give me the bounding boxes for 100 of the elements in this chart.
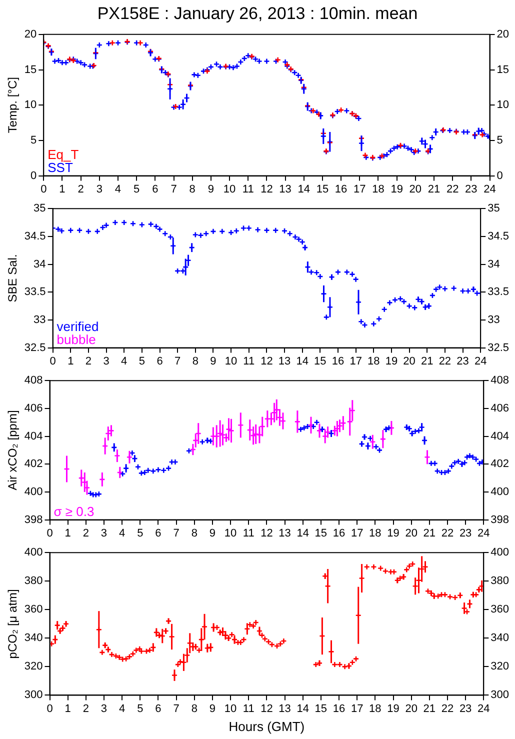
x-tick-label: 7 — [173, 527, 180, 540]
x-tick-label: 1 — [68, 355, 74, 368]
x-tick-label: 20 — [409, 183, 422, 196]
y-tick-label: 400 — [24, 486, 43, 498]
y2-tick-label: 398 — [490, 514, 510, 526]
x-tick-label: 2 — [82, 527, 89, 540]
x-tick-label: 5 — [134, 183, 140, 196]
x-tick-label: 19 — [387, 702, 400, 715]
x-tick-label: 17 — [350, 355, 362, 368]
x-tick-label: 12 — [260, 527, 273, 540]
y-tick-label: 360 — [24, 604, 43, 616]
x-tick-label: 14 — [298, 183, 310, 196]
x-tick-label: 14 — [296, 702, 309, 715]
x-tick-label: 7 — [173, 702, 180, 715]
x-tick-label: 8 — [191, 702, 198, 715]
y2-tick-label: 20 — [496, 28, 510, 40]
x-tick-label: 11 — [243, 355, 255, 368]
y2-tick-label: 406 — [490, 402, 510, 414]
y2-tick-label: 35 — [488, 202, 500, 215]
x-tick-label: 11 — [242, 527, 254, 540]
y-axis-title: pCO₂ [μ atm] — [6, 589, 20, 659]
x-tick-label: 20 — [405, 702, 418, 715]
x-tick-label: 21 — [420, 355, 434, 368]
y2-tick-label: 34.5 — [488, 230, 510, 242]
x-tick-label: 5 — [137, 527, 144, 540]
x-tick-label: 12 — [260, 702, 273, 715]
x-tick-label: 24 — [478, 702, 490, 715]
y-tick-label: 34 — [34, 258, 46, 270]
x-tick-label: 7 — [174, 355, 181, 368]
x-tick-label: 10 — [224, 355, 238, 368]
x-tick-label: 23 — [465, 183, 478, 196]
x-tick-label: 16 — [332, 527, 346, 540]
x-tick-label: 2 — [78, 183, 84, 196]
x-tick-label: 21 — [428, 183, 440, 196]
x-tick-label: 13 — [278, 527, 291, 540]
y2-tick-label: 408 — [490, 374, 510, 387]
y2-tick-label: 360 — [490, 604, 510, 616]
text: Eq_T — [48, 146, 79, 162]
chart-title: PX158E : January 26, 2013 : 10min. mean — [97, 4, 418, 23]
x-tick-label: 9 — [209, 527, 216, 540]
x-tick-label: 15 — [316, 183, 329, 196]
x-tick-label: 21 — [423, 702, 436, 715]
x-tick-label: 18 — [369, 702, 382, 715]
x-tick-label: 1 — [64, 702, 71, 715]
x-tick-label: 9 — [208, 183, 214, 196]
x-tick-label: 24 — [478, 527, 490, 540]
y2-tick-label: 300 — [490, 689, 510, 702]
x-tick-label: 15 — [314, 527, 328, 540]
x-tick-label: 12 — [260, 183, 273, 196]
x-tick-label: 1 — [64, 527, 71, 540]
x-tick-label: 21 — [423, 527, 436, 540]
x-tick-label: 1 — [59, 183, 66, 196]
y-tick-label: 35 — [34, 202, 46, 215]
x-tick-label: 23 — [459, 527, 472, 540]
x-tick-label: 17 — [350, 527, 364, 540]
x-tick-label: 3 — [100, 702, 108, 715]
x-tick-label: 8 — [192, 355, 198, 368]
x-tick-label: 8 — [189, 183, 196, 196]
x-tick-label: 18 — [368, 355, 380, 368]
y-tick-label: 300 — [24, 689, 43, 702]
x-tick-label: 4 — [119, 702, 126, 715]
y2-tick-label: 10 — [496, 99, 510, 112]
y-tick-label: 408 — [24, 374, 43, 387]
x-tick-label: 6 — [156, 355, 163, 368]
x-tick-label: 13 — [279, 183, 292, 196]
y2-tick-label: 34 — [488, 258, 500, 270]
x-tick-label: 23 — [456, 355, 469, 368]
x-tick-label: 9 — [209, 702, 216, 715]
x-tick-label: 16 — [334, 183, 348, 196]
x-tick-label: 4 — [121, 355, 128, 368]
x-tick-label: 24 — [474, 355, 487, 368]
y-tick-label: 0 — [30, 170, 37, 182]
x-tick-label: 14 — [296, 527, 309, 540]
x-tick-label: 6 — [155, 702, 162, 715]
x-tick-label: 22 — [441, 527, 454, 540]
y-tick-label: 398 — [24, 514, 43, 526]
y-tick-label: 402 — [24, 458, 43, 470]
x-tick-label: 3 — [96, 183, 102, 196]
y-tick-label: 340 — [24, 632, 43, 644]
x-tick-label: 19 — [390, 183, 403, 196]
x-axis-title: Hours (GMT) — [228, 718, 305, 734]
text: verified — [56, 318, 99, 334]
y2-tick-label: 400 — [490, 486, 510, 498]
y2-tick-label: 33 — [488, 314, 500, 326]
y-tick-label: 5 — [30, 134, 37, 146]
y-tick-label: 33 — [34, 314, 46, 326]
x-tick-label: 7 — [170, 183, 177, 196]
x-tick-label: 20 — [403, 355, 416, 368]
legend-label: bubble — [56, 332, 96, 347]
series-label: σ ≥ 0.3 — [54, 504, 94, 519]
y-tick-label: 20 — [24, 28, 37, 40]
y-axis-title: Air xCO₂ [ppm] — [6, 410, 20, 490]
y-tick-label: 400 — [24, 546, 43, 559]
y2-tick-label: 15 — [496, 64, 510, 76]
y-tick-label: 320 — [24, 660, 43, 673]
y-tick-label: 15 — [24, 64, 37, 76]
y2-tick-label: 32.5 — [488, 342, 510, 354]
x-tick-label: 0 — [50, 355, 56, 368]
y-tick-label: 33.5 — [24, 286, 46, 298]
y-tick-label: 34.5 — [24, 230, 46, 242]
